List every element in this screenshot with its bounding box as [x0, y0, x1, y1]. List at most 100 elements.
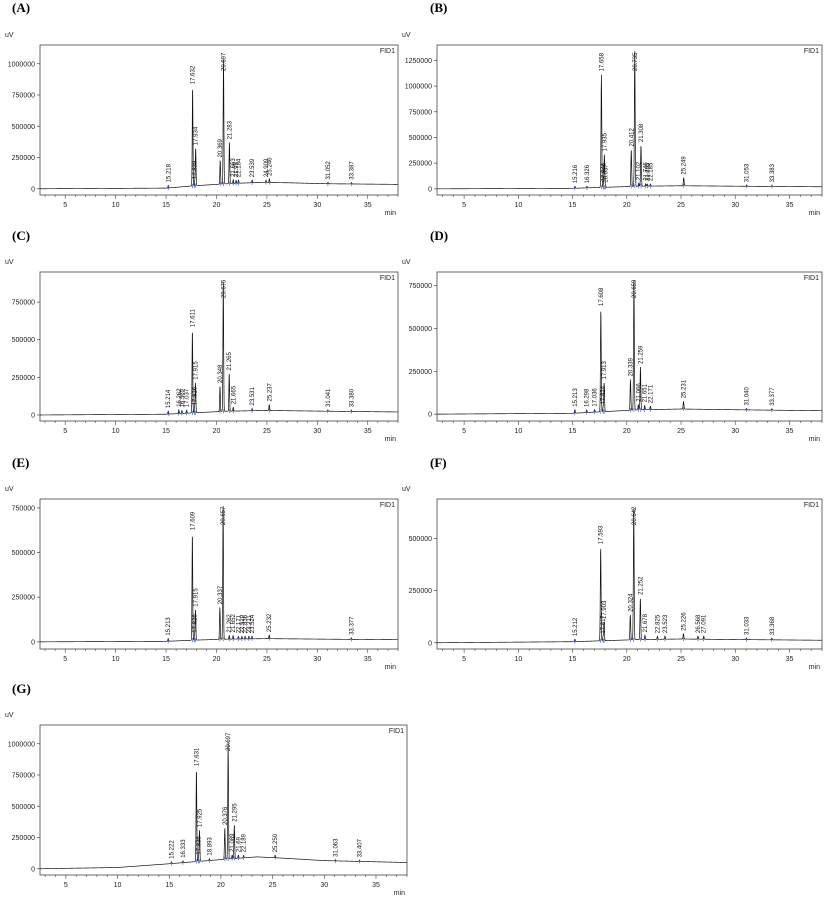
peak-label: 23.523: [663, 614, 669, 633]
peak-label: 17.935: [602, 132, 608, 151]
peak-label: 16.298: [585, 388, 591, 407]
x-tick-label: 25: [263, 202, 271, 209]
peak-label: 16.326: [585, 164, 591, 183]
x-tick-label: 5: [462, 428, 466, 435]
peak-label: 25.237: [267, 382, 273, 401]
y-tick-label: 0: [428, 640, 432, 647]
y-tick-label: 250000: [12, 155, 35, 162]
peak-label: 21.252: [638, 576, 644, 595]
y-tick-label: 1000000: [8, 741, 35, 748]
x-tick-label: 30: [313, 428, 321, 435]
chromatogram-panel: (G) uV FID1 min 0 250000 500000 750000 1000000 5 1…: [5, 681, 408, 897]
x-tick-label: 15: [569, 656, 577, 663]
y-tick-label: 0: [31, 639, 35, 646]
plot-frame: [436, 44, 823, 196]
x-tick-label: 15: [162, 428, 170, 435]
peak-label: 21.746: [644, 162, 650, 181]
peak-label: 21.308: [639, 123, 645, 142]
peak-label: 26.568: [696, 614, 702, 633]
peak-label: 33.380: [349, 388, 355, 407]
peak-label: 22.184: [237, 158, 243, 177]
peak-label: 21.665: [231, 385, 237, 404]
y-tick-label: 750000: [12, 773, 35, 780]
y-tick-label: 500000: [409, 135, 432, 142]
chromatogram-panel: (F) uV FID1 min 0 250000 500000 5 10 15 20 25 30 35 15…: [402, 455, 823, 671]
peak-label: 17.846: [601, 162, 607, 181]
peak-label: 20.659: [632, 279, 638, 298]
y-unit-label: uV: [402, 32, 411, 39]
peak-label: 17.037: [185, 388, 191, 407]
peak-label: 21.69: [236, 836, 242, 852]
y-unit-label: uV: [402, 486, 411, 493]
peak-label: 17.839: [193, 160, 199, 179]
detector-label: FID1: [380, 48, 395, 55]
chromatogram-trace: [437, 508, 822, 644]
x-tick-label: 30: [313, 202, 321, 209]
chromatogram-trace: [40, 281, 398, 416]
x-tick-label: 35: [786, 656, 794, 663]
x-tick-label: 15: [165, 882, 173, 889]
peak-label: 27.091: [702, 614, 708, 633]
detector-label: FID1: [380, 502, 395, 509]
peak-label: 33.383: [770, 163, 776, 182]
x-tick-label: 5: [63, 428, 67, 435]
peak-label: 25.246: [267, 157, 273, 176]
peak-label: 33.407: [358, 838, 364, 857]
peak-label: 23.524: [250, 614, 256, 633]
y-tick-label: 250000: [12, 595, 35, 602]
chromatogram-trace: [40, 741, 407, 870]
y-tick-label: 250000: [12, 375, 35, 382]
peak-label: 33.377: [770, 387, 776, 406]
peak-label: 31.063: [333, 838, 339, 857]
detector-label: FID1: [804, 502, 819, 509]
peak-label: 17.826: [193, 386, 199, 405]
y-tick-label: 0: [428, 186, 432, 193]
x-tick-label: 25: [677, 656, 685, 663]
peak-label: 17.817: [601, 615, 607, 634]
peak-label: 20.697: [222, 52, 228, 71]
x-tick-label: 20: [623, 656, 631, 663]
x-tick-label: 10: [514, 428, 522, 435]
peak-label: 17.632: [191, 65, 197, 84]
y-tick-label: 750000: [409, 283, 432, 290]
x-tick-label: 10: [514, 202, 522, 209]
peak-label: 21.678: [643, 613, 649, 632]
peak-label: 17.824: [601, 385, 607, 404]
peak-label: 21.262: [227, 614, 233, 633]
peak-label: 17.593: [599, 525, 605, 544]
peak-label: 20.735: [633, 52, 639, 71]
peak-label: 17.836: [197, 836, 203, 855]
y-tick-label: 250000: [409, 369, 432, 376]
y-tick-label: 750000: [409, 109, 432, 116]
peak-label: 18.037: [604, 164, 610, 183]
peak-label: 25.226: [682, 612, 688, 631]
peak-label: 25.232: [267, 613, 273, 632]
x-tick-label: 10: [112, 428, 120, 435]
peak-label: 23.539: [250, 158, 256, 177]
peak-label: 31.053: [745, 163, 751, 182]
x-tick-label: 25: [677, 428, 685, 435]
x-unit-label: min: [809, 664, 820, 671]
y-tick-label: 0: [428, 412, 432, 419]
y-tick-label: 500000: [12, 550, 35, 557]
peak-label: 17.609: [190, 511, 196, 530]
peak-label: 25.249: [682, 156, 688, 175]
y-tick-label: 250000: [12, 835, 35, 842]
x-tick-label: 20: [213, 656, 221, 663]
x-tick-label: 25: [263, 656, 271, 663]
peak-label: 25.250: [273, 833, 279, 852]
peak-label: 16.569: [180, 388, 186, 407]
peak-label: 20.369: [218, 138, 224, 157]
peak-label: 31.052: [326, 160, 332, 179]
x-unit-label: min: [809, 210, 820, 217]
x-tick-label: 30: [731, 202, 739, 209]
peak-label: 20.348: [218, 364, 224, 383]
x-tick-label: 30: [320, 882, 328, 889]
chromatogram-trace: [436, 51, 822, 190]
plot-frame: [39, 498, 399, 650]
y-tick-label: 750000: [12, 505, 35, 512]
chromatogram-panel: (E) uV FID1 min 0 250000 500000 750000 5 10 15 20 25…: [5, 455, 399, 671]
x-tick-label: 5: [63, 656, 67, 663]
detector-label: FID1: [804, 48, 819, 55]
peak-label: 17.036: [593, 388, 599, 407]
